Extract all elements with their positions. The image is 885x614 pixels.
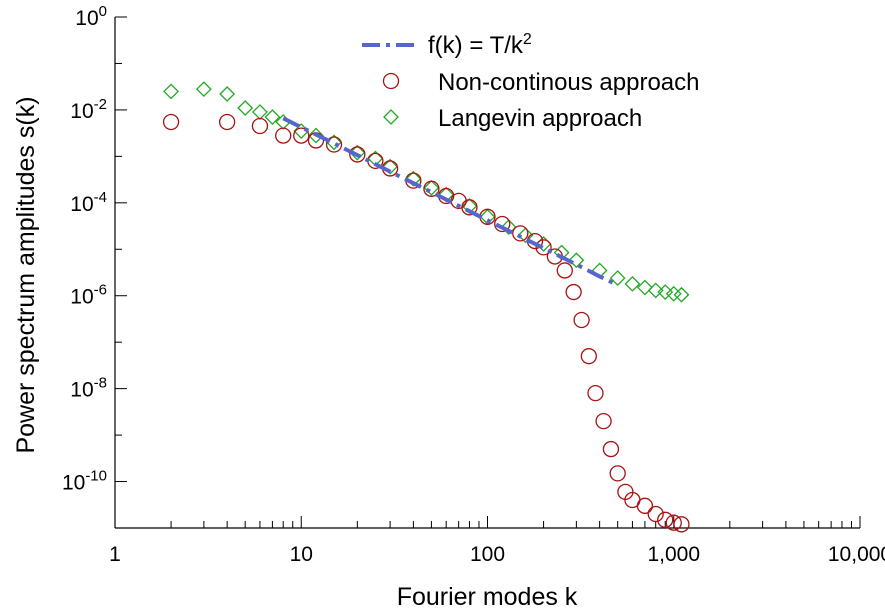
x-tick-label: 10,000	[828, 543, 885, 566]
red-circle-point	[580, 348, 597, 365]
y-axis-title: Power spectrum amplitudes s(k)	[12, 96, 40, 453]
green-diamond-point	[500, 219, 517, 236]
x-tick-label: 1,000	[647, 543, 700, 566]
red-circle-point	[587, 384, 604, 402]
green-diamond-point	[219, 86, 236, 102]
green-diamond-point	[647, 282, 664, 299]
legend: f(k) = T/k2 Non-continous approach Langevi…	[362, 31, 700, 132]
legend-circle-swatch	[382, 72, 400, 90]
red-circle-point	[647, 505, 664, 523]
legend-label-langevin: Langevin approach	[438, 105, 642, 132]
green-diamond-point	[624, 275, 641, 292]
red-circle-point	[636, 497, 654, 514]
red-circle-point	[673, 516, 690, 533]
red-circle-point	[494, 215, 511, 233]
red-circle-point	[512, 225, 529, 242]
tick-labels: 1 10 100 1,000 10,000 100 10-2 10-4 10-6 10-8 10-1…	[62, 3, 885, 566]
red-circle-point	[573, 311, 590, 329]
legend-diamond-swatch	[383, 109, 399, 125]
y-tick-label: 10-4	[70, 189, 107, 216]
red-circle-point	[349, 146, 366, 163]
y-tick-label: 100	[75, 3, 107, 30]
red-circle-point	[565, 283, 582, 301]
y-tick-label: 10-8	[70, 375, 107, 402]
green-diamond-point	[405, 170, 422, 187]
red-circle-point	[461, 199, 478, 216]
green-diamond-point	[308, 127, 324, 144]
green-diamond-point	[609, 270, 626, 286]
fit-line	[282, 116, 619, 287]
red-circle-point	[218, 113, 236, 131]
y-tick-label: 10-10	[62, 468, 107, 495]
green-diamond-point	[423, 179, 440, 196]
red-circle-point	[535, 239, 552, 256]
green-diamond-point	[195, 81, 212, 98]
legend-label-fit: f(k) = T/k2	[428, 31, 532, 59]
x-tick-label: 100	[470, 543, 505, 566]
series-line-0	[282, 116, 619, 287]
tick-marks	[114, 16, 861, 529]
x-axis-title: Fourier modes k	[397, 583, 578, 611]
x-tick-label: 10	[290, 543, 313, 566]
red-circle-point	[423, 180, 440, 197]
green-diamond-point	[382, 158, 399, 175]
green-diamond-point	[163, 83, 179, 100]
red-circle-point	[665, 514, 682, 531]
green-diamond-point	[657, 284, 674, 300]
plot-area	[162, 81, 690, 533]
red-circle-point	[609, 465, 626, 482]
red-circle-point	[275, 127, 292, 144]
series-scatter-1	[162, 113, 690, 533]
green-diamond-point	[568, 252, 585, 269]
red-circle-point	[602, 440, 620, 458]
green-diamond-point	[237, 100, 254, 116]
red-circle-point	[556, 262, 573, 279]
green-diamond-point	[517, 227, 534, 244]
x-tick-label: 1	[109, 543, 121, 566]
green-diamond-point	[673, 286, 690, 303]
red-circle-point	[595, 412, 612, 430]
red-circle-point	[325, 136, 343, 153]
red-circle-point	[293, 127, 310, 144]
y-tick-label: 10-6	[70, 282, 107, 309]
red-circle-point	[162, 113, 180, 131]
red-circle-point	[251, 117, 269, 135]
green-diamond-point	[264, 109, 281, 126]
green-diamond-point	[636, 279, 653, 296]
red-circle-point	[657, 511, 674, 528]
legend-label-noncont: Non-continous approach	[438, 69, 700, 96]
green-diamond-point	[349, 144, 366, 161]
y-tick-label: 10-2	[70, 96, 107, 123]
series-scatter-2	[163, 81, 690, 303]
